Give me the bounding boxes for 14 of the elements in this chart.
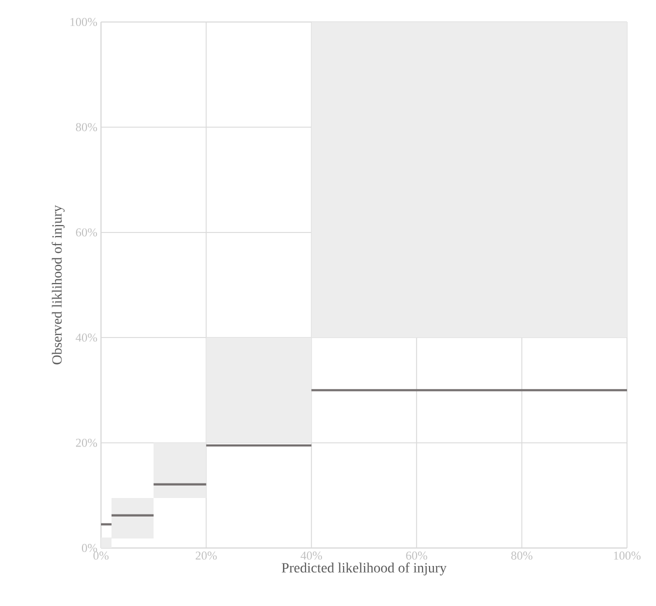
x-axis-title: Predicted likelihood of injury xyxy=(282,562,447,576)
x-tick-label: 40% xyxy=(300,552,322,560)
y-tick-label: 40% xyxy=(76,334,98,342)
x-tick-label: 20% xyxy=(196,552,217,560)
y-tick-label: 100% xyxy=(70,18,98,26)
y-tick-label: 20% xyxy=(76,438,98,447)
y-tick-label: 0% xyxy=(82,544,98,552)
y-tick-label: 80% xyxy=(76,123,98,132)
x-tick-label: 100% xyxy=(614,552,641,560)
y-tick-label: 60% xyxy=(76,228,98,236)
x-tick-label: 60% xyxy=(406,552,428,560)
x-tick-label: 80% xyxy=(511,552,532,560)
y-axis-title: Observed liklihood of injury xyxy=(52,205,65,364)
x-tick-label: 0% xyxy=(93,552,109,560)
